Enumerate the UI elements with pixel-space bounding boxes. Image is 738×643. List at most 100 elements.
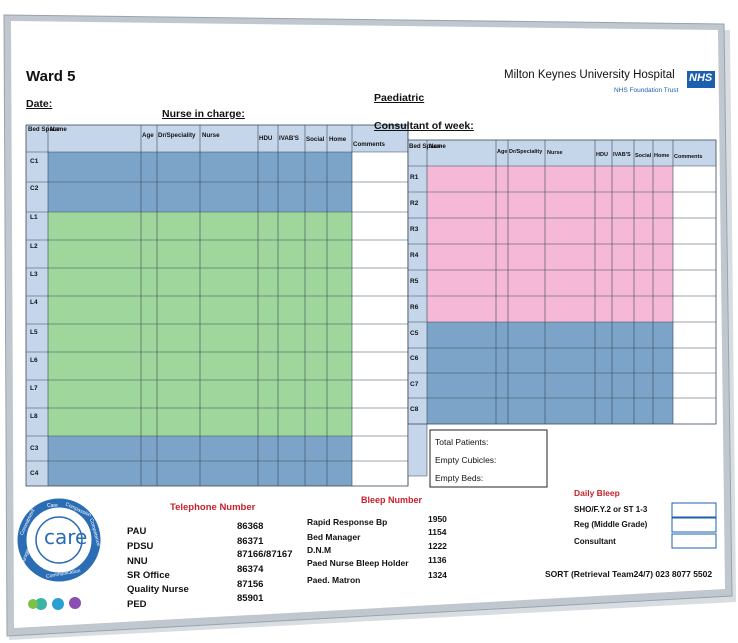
telephone-name: NNU xyxy=(127,556,148,567)
bleep-number: 1222 xyxy=(428,541,447,551)
summary-box xyxy=(429,429,548,488)
paediatric-label: Paediatric xyxy=(374,92,425,104)
empty-beds-label: Empty Beds: xyxy=(435,473,484,483)
telephone-number: 86371 xyxy=(237,536,264,547)
left-comments-column xyxy=(352,152,408,486)
left-row-label: C2 xyxy=(30,185,39,192)
left-table-header-band xyxy=(26,125,408,152)
right-row-label: C8 xyxy=(410,406,419,413)
right-comments-column xyxy=(673,166,716,424)
right-row-label: R4 xyxy=(410,252,419,259)
sort-line: SORT (Retrieval Team24/7) 023 8077 5502 xyxy=(545,569,713,579)
total-patients-label: Total Patients: xyxy=(435,437,489,447)
left-bed-space-header: Bed Space xyxy=(28,126,60,133)
bleep-name: Rapid Response Bp xyxy=(307,517,388,527)
telephone-number: 87156 xyxy=(237,579,264,590)
daily-bleep-box-3 xyxy=(671,533,717,549)
right-col-dr-speciality: Dr/Speciality xyxy=(509,149,543,155)
left-col-ivabs: IVAB'S xyxy=(279,135,299,142)
care-dot-teal xyxy=(35,598,47,610)
bleep-name: Paed Nurse Bleep Holder xyxy=(307,558,409,568)
right-col-home: Home xyxy=(654,153,670,159)
right-bed-space-header: Bed Space xyxy=(409,143,441,150)
telephone-number: 86368 xyxy=(237,521,264,532)
bleep-name: Paed. Matron xyxy=(307,575,361,585)
left-row-label: L7 xyxy=(30,385,38,392)
right-col-hdu: HDU xyxy=(596,152,608,158)
care-dot-purple xyxy=(69,597,81,609)
left-col-comments: Comments xyxy=(353,141,385,148)
care-logo xyxy=(17,498,101,610)
date-label: Date: xyxy=(26,98,53,110)
right-row-label: R1 xyxy=(410,174,419,181)
left-col-dr-speciality: Dr/Speciality xyxy=(158,132,196,139)
care-ring-word: Care xyxy=(47,503,58,509)
daily-bleep-entry: Consultant xyxy=(574,537,616,546)
nhs-logo-text: NHS xyxy=(689,72,713,84)
right-col-social: Social xyxy=(635,153,652,159)
left-col-age: Age xyxy=(142,132,154,139)
left-row-label: L6 xyxy=(30,357,38,364)
right-col-nurse: Nurse xyxy=(547,150,563,156)
telephone-number: 87166/87167 xyxy=(237,549,293,560)
daily-bleep-box-1 xyxy=(671,502,717,518)
right-table-header-band xyxy=(408,140,716,166)
right-ward-table xyxy=(407,139,717,477)
bleep-name: Bed Manager xyxy=(307,532,361,542)
left-row-label: C1 xyxy=(30,158,39,165)
hospital-name: Milton Keynes University Hospital xyxy=(504,69,675,81)
telephone-number: 86374 xyxy=(237,564,264,575)
care-dot-green xyxy=(28,599,38,609)
right-col-ivabs: IVAB'S xyxy=(613,152,631,158)
daily-bleep-entry: Reg (Middle Grade) xyxy=(574,520,648,529)
bleep-name: D.N.M xyxy=(307,545,332,555)
daily-bleep-title: Daily Bleep xyxy=(574,488,620,498)
bleep-number: 1324 xyxy=(428,570,447,580)
left-col-hdu: HDU xyxy=(259,135,273,142)
right-bed-space-column xyxy=(408,166,427,476)
left-row-label: L1 xyxy=(30,214,38,221)
ward-title: Ward 5 xyxy=(26,68,76,85)
right-row-label: R2 xyxy=(410,200,419,207)
consultant-of-week-label: Consultant of week: xyxy=(374,120,474,132)
left-col-name: Name xyxy=(50,126,67,133)
left-row-label: C3 xyxy=(30,445,39,452)
left-col-nurse: Nurse xyxy=(202,132,220,139)
left-row-label: C4 xyxy=(30,470,39,477)
right-row-label: R5 xyxy=(410,278,419,285)
right-row-label: R3 xyxy=(410,226,419,233)
right-row-label: R6 xyxy=(410,304,419,311)
care-logo-center: care xyxy=(44,525,88,549)
daily-bleep-box-2 xyxy=(671,517,717,533)
right-col-comments: Comments xyxy=(674,154,703,160)
nhs-logo-box xyxy=(687,71,715,88)
left-col-social: Social xyxy=(306,136,325,143)
telephone-name: PDSU xyxy=(127,541,154,552)
right-col-name: Name xyxy=(429,143,446,150)
bleep-number: 1136 xyxy=(428,555,447,565)
right-row-label: C5 xyxy=(410,330,419,337)
trust-name: NHS Foundation Trust xyxy=(614,87,679,94)
left-row-label: L3 xyxy=(30,271,38,278)
daily-bleep-entry: SHO/F.Y.2 or ST 1-3 xyxy=(574,505,648,514)
telephone-name: PAU xyxy=(127,526,147,537)
left-row-label: L2 xyxy=(30,243,38,250)
left-bed-space-column xyxy=(26,152,48,486)
telephone-name: PED xyxy=(127,599,147,610)
left-col-home: Home xyxy=(329,136,347,143)
left-row-label: L8 xyxy=(30,413,38,420)
telephone-name: Quality Nurse xyxy=(127,584,189,595)
bleep-title: Bleep Number xyxy=(361,495,423,505)
right-col-age: Age xyxy=(497,149,508,155)
nurse-in-charge-label: Nurse in charge: xyxy=(162,108,245,120)
bleep-number: 1154 xyxy=(428,527,447,537)
bleep-number: 1950 xyxy=(428,514,447,524)
left-row-label: L5 xyxy=(30,329,38,336)
right-row-label: C6 xyxy=(410,355,419,362)
telephone-title: Telephone Number xyxy=(170,502,256,513)
left-row-label: L4 xyxy=(30,299,38,306)
right-row-label: C7 xyxy=(410,381,419,388)
telephone-number: 85901 xyxy=(237,593,264,604)
